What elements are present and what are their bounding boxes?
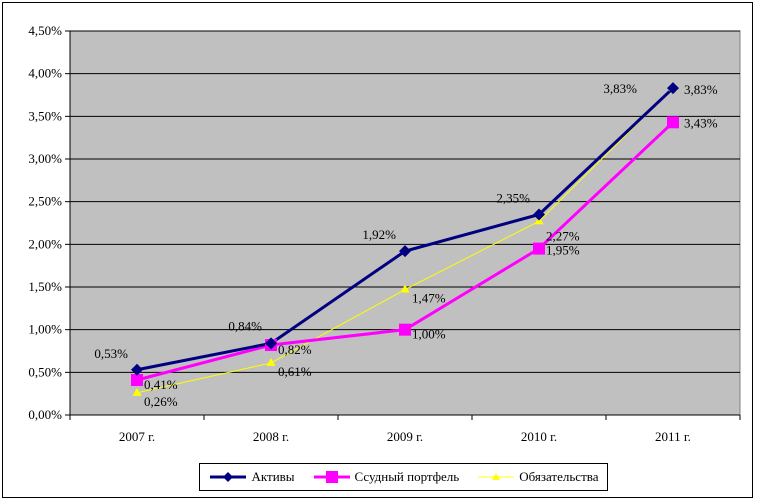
- data-point: [131, 374, 143, 387]
- x-tick-label: 2010 г.: [521, 429, 557, 444]
- data-label: 0,26%: [144, 394, 178, 409]
- y-tick-label: 1,50%: [28, 279, 62, 294]
- data-point: [399, 323, 411, 336]
- data-label: 2,35%: [496, 190, 530, 205]
- y-tick-label: 4,00%: [28, 66, 62, 81]
- data-point: [131, 363, 143, 376]
- data-point: [533, 208, 545, 221]
- x-tick-label: 2011 г.: [655, 429, 691, 444]
- y-tick-label: 2,50%: [28, 194, 62, 209]
- legend: Активы Ссудный портфель Обязательства: [199, 463, 608, 491]
- legend-label-loan-portfolio: Ссудный портфель: [354, 469, 460, 484]
- y-tick-label: 3,50%: [28, 108, 62, 123]
- data-label: 0,82%: [278, 342, 312, 357]
- data-label: 0,61%: [278, 364, 312, 379]
- legend-label-assets: Активы: [251, 469, 295, 484]
- legend-item-loan-portfolio: Ссудный портфель: [312, 469, 460, 485]
- legend-label-liabilities: Обязательства: [519, 469, 599, 484]
- x-tick-label: 2007 г.: [119, 429, 155, 444]
- legend-item-liabilities: Обязательства: [476, 469, 599, 485]
- data-label: 1,95%: [546, 243, 580, 258]
- plot-area: [69, 30, 741, 416]
- data-label: 0,53%: [94, 346, 128, 361]
- data-label: 3,83%: [684, 82, 718, 97]
- data-label: 3,83%: [603, 81, 637, 96]
- data-label: 2,27%: [546, 228, 580, 243]
- data-label: 0,84%: [228, 318, 262, 333]
- y-tick-label: 1,00%: [28, 322, 62, 337]
- data-point: [533, 242, 545, 255]
- y-tick-label: 4,50%: [28, 23, 62, 38]
- legend-swatch-liabilities: [478, 473, 515, 480]
- data-point: [667, 116, 679, 129]
- data-label: 1,00%: [412, 327, 446, 342]
- data-point: [399, 245, 411, 258]
- data-point: [265, 337, 277, 350]
- data-point: [667, 82, 679, 95]
- legend-swatch-loan-portfolio: [313, 471, 350, 483]
- data-label: 0,41%: [144, 377, 178, 392]
- y-tick-label: 0,50%: [28, 364, 62, 379]
- y-tick-label: 0,00%: [28, 407, 62, 422]
- data-point: [132, 387, 142, 396]
- x-tick-label: 2008 г.: [253, 429, 289, 444]
- data-point: [266, 357, 276, 366]
- legend-swatch-assets: [210, 472, 247, 482]
- data-label: 1,47%: [412, 291, 446, 306]
- data-point: [400, 284, 410, 293]
- x-tick-label: 2009 г.: [387, 429, 423, 444]
- legend-item-assets: Активы: [208, 469, 295, 485]
- data-label: 3,43%: [684, 115, 718, 130]
- data-label: 1,92%: [362, 227, 396, 242]
- y-tick-label: 2,00%: [28, 236, 62, 251]
- y-tick-label: 3,00%: [28, 151, 62, 166]
